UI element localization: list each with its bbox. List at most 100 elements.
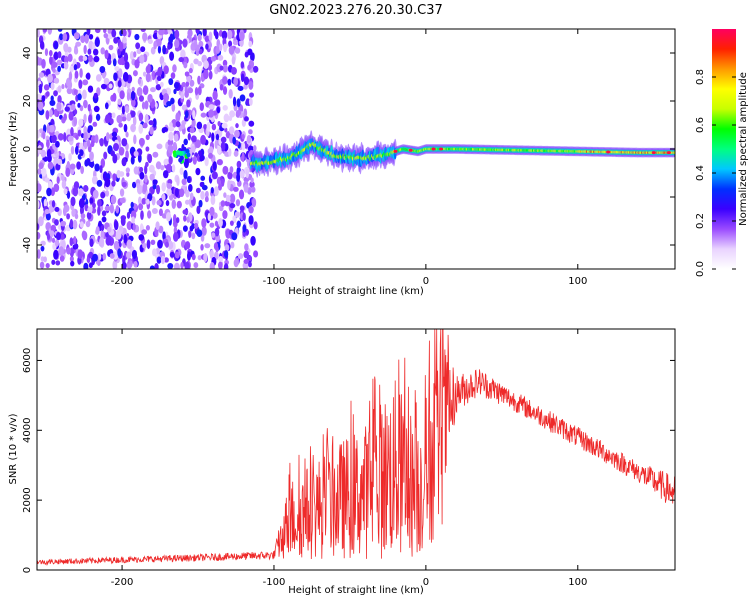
noise-speckle — [227, 29, 233, 40]
noise-speckle — [83, 99, 88, 109]
noise-speckle — [62, 32, 68, 42]
noise-speckle — [116, 169, 121, 179]
noise-speckle — [45, 91, 50, 97]
noise-speckle — [166, 183, 173, 189]
noise-speckle — [162, 170, 169, 179]
noise-speckle — [113, 72, 118, 82]
noise-speckle — [38, 162, 44, 170]
noise-speckle — [37, 223, 40, 231]
noise-speckle — [117, 58, 124, 66]
noise-speckle — [201, 226, 207, 236]
noise-speckle — [207, 64, 213, 71]
noise-speckle — [204, 196, 209, 203]
noise-speckle — [146, 198, 150, 205]
noise-speckle — [183, 225, 188, 232]
noise-speckle — [222, 104, 228, 111]
snr-xlabel: Height of straight line (km) — [288, 585, 424, 596]
noise-speckle — [183, 169, 188, 180]
noise-speckle — [119, 197, 126, 204]
noise-speckle — [79, 105, 84, 112]
noise-speckle — [57, 158, 63, 165]
noise-speckle — [147, 38, 153, 45]
noise-speckle — [228, 126, 235, 135]
noise-speckle — [85, 220, 91, 228]
noise-speckle — [149, 265, 155, 269]
noise-speckle — [58, 246, 65, 257]
noise-speckle — [69, 65, 74, 73]
noise-speckle — [188, 67, 193, 74]
noise-speckle — [124, 105, 130, 113]
noise-speckle — [84, 159, 89, 167]
noise-speckle — [45, 262, 50, 269]
noise-speckle — [47, 73, 53, 83]
noise-speckle — [92, 121, 98, 127]
noise-speckle — [150, 87, 156, 93]
noise-speckle — [57, 65, 62, 72]
noise-speckle — [196, 121, 203, 130]
noise-speckle — [100, 191, 106, 199]
noise-speckle — [54, 108, 58, 117]
noise-speckle — [69, 256, 74, 262]
noise-speckle — [74, 70, 79, 79]
noise-speckle — [194, 86, 199, 96]
noise-speckle — [39, 261, 45, 269]
noise-speckle — [229, 193, 236, 204]
noise-speckle — [156, 199, 162, 206]
noise-speckle — [175, 112, 181, 123]
noise-speckle — [88, 161, 95, 168]
noise-speckle — [192, 155, 197, 165]
noise-speckle — [168, 78, 174, 86]
noise-speckle — [197, 75, 201, 85]
noise-speckle — [208, 109, 215, 118]
noise-speckle — [114, 66, 120, 72]
noise-speckle — [212, 161, 217, 171]
noise-speckle — [59, 255, 65, 262]
noise-speckle — [231, 55, 236, 65]
noise-speckle — [69, 237, 74, 246]
noise-speckle — [70, 145, 75, 155]
noise-speckle — [175, 121, 181, 128]
noise-speckle — [223, 263, 229, 269]
noise-speckle — [170, 72, 176, 80]
noise-speckle — [191, 118, 196, 128]
noise-speckle — [222, 64, 228, 73]
noise-speckle — [229, 110, 236, 118]
noise-speckle — [247, 64, 251, 71]
spectrogram-y-tick-label: -40 — [22, 237, 33, 253]
spectrogram-x-tick-label: 100 — [568, 276, 587, 287]
noise-speckle — [218, 183, 222, 191]
noise-speckle — [228, 40, 233, 48]
noise-speckle — [43, 256, 48, 263]
noise-speckle — [126, 113, 132, 122]
noise-speckle — [37, 56, 40, 66]
noise-speckle — [142, 242, 147, 249]
noise-speckle — [88, 40, 94, 51]
noise-speckle — [61, 179, 67, 189]
noise-speckle — [249, 92, 255, 98]
noise-speckle — [150, 239, 156, 245]
noise-speckle — [179, 167, 184, 175]
noise-speckle — [146, 239, 151, 250]
noise-speckle — [203, 123, 208, 130]
noise-speckle — [104, 49, 109, 60]
noise-speckle — [42, 156, 49, 162]
noise-speckle — [185, 189, 190, 198]
noise-speckle — [222, 165, 229, 175]
snr-y-tick-label: 6000 — [22, 348, 33, 373]
noise-speckle — [87, 206, 93, 213]
noise-speckle — [191, 232, 196, 240]
noise-speckle — [180, 49, 186, 60]
noise-speckle — [125, 150, 129, 160]
noise-speckle — [220, 178, 225, 187]
noise-speckle — [172, 142, 178, 151]
noise-speckle — [137, 196, 142, 205]
noise-speckle — [240, 61, 245, 69]
noise-speckle — [252, 65, 259, 73]
noise-speckle — [179, 188, 185, 198]
noise-speckle — [99, 66, 106, 73]
noise-speckle — [63, 204, 70, 213]
noise-speckle — [69, 218, 74, 229]
noise-speckle — [42, 130, 46, 140]
colorbar-label: Normalized spectral amplitude — [738, 72, 749, 226]
signal-blob — [175, 150, 180, 156]
